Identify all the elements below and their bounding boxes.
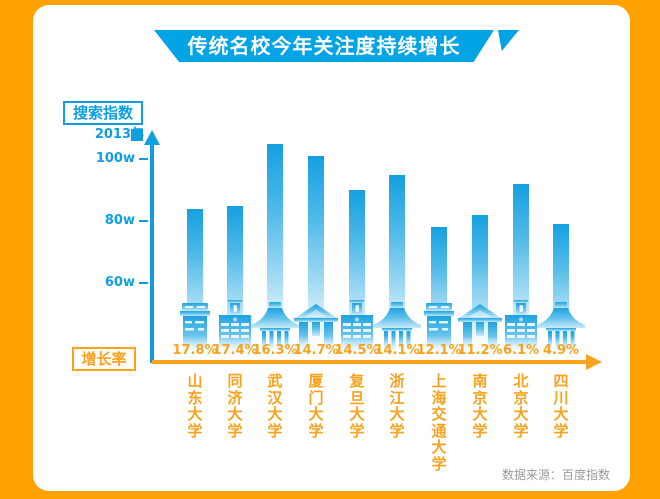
data-source-note: 数据来源：百度指数 xyxy=(501,468,610,482)
building-icon-tower xyxy=(415,300,463,352)
category-label-复旦大学: 复旦大学 xyxy=(349,372,365,440)
y-axis-arrow-icon xyxy=(144,130,160,145)
building-icon-pagoda xyxy=(537,300,585,352)
category-label-上海交通大学: 上海交通大学 xyxy=(431,372,447,473)
building-icon-clock-tower xyxy=(333,300,381,352)
y-tick-80w xyxy=(139,220,148,222)
growth-rate-label: 14.1% xyxy=(374,343,420,358)
category-label-武汉大学: 武汉大学 xyxy=(267,372,283,440)
growth-rate-label: 14.7% xyxy=(293,343,339,358)
growth-rate-label: 17.4% xyxy=(212,343,258,358)
y-axis-label-box: 搜索指数 xyxy=(63,101,143,125)
category-label-浙江大学: 浙江大学 xyxy=(389,372,405,440)
y-tick-60w xyxy=(139,282,148,284)
category-label-北京大学: 北京大学 xyxy=(513,372,529,440)
building-icon-pagoda xyxy=(373,300,421,352)
banner-ribbon-tail xyxy=(498,30,519,51)
y-axis-line xyxy=(150,144,154,363)
y-tick-100w xyxy=(139,158,148,160)
building-icon-gate xyxy=(292,300,340,352)
building-icon-gate xyxy=(456,300,504,352)
x-axis-label-box: 增长率 xyxy=(72,347,136,371)
building-icon-clock-tower xyxy=(497,300,545,352)
bar-厦门大学 xyxy=(308,156,324,354)
category-label-同济大学: 同济大学 xyxy=(227,372,243,440)
building-icon-clock-tower xyxy=(211,300,259,352)
x-axis-line xyxy=(152,360,588,364)
chart-title: 传统名校今年关注度持续增长 xyxy=(187,34,461,58)
building-icon-tower xyxy=(171,300,219,352)
category-label-厦门大学: 厦门大学 xyxy=(308,372,324,440)
category-label-山东大学: 山东大学 xyxy=(187,372,203,440)
growth-rate-label: 17.8% xyxy=(172,343,218,358)
growth-rate-label: 12.1% xyxy=(416,343,462,358)
x-axis-arrow-icon xyxy=(586,354,602,370)
category-label-南京大学: 南京大学 xyxy=(472,372,488,440)
chart-card xyxy=(33,5,630,491)
building-icon-pagoda xyxy=(251,300,299,352)
growth-rate-label: 11.2% xyxy=(457,343,503,358)
bar-武汉大学 xyxy=(267,144,283,354)
y-tick-label-80w: 80w xyxy=(104,213,135,228)
growth-rate-label: 4.9% xyxy=(542,343,580,358)
growth-rate-label: 14.5% xyxy=(334,343,380,358)
category-label-四川大学: 四川大学 xyxy=(553,372,569,440)
y-tick-label-60w: 60w xyxy=(104,275,135,290)
y-tick-label-100w: 100w xyxy=(95,151,135,166)
chart-title-banner: 传统名校今年关注度持续增长 xyxy=(154,30,494,62)
legend-swatch-icon xyxy=(131,129,143,141)
growth-rate-label: 16.3% xyxy=(252,343,298,358)
growth-rate-label: 6.1% xyxy=(502,343,540,358)
